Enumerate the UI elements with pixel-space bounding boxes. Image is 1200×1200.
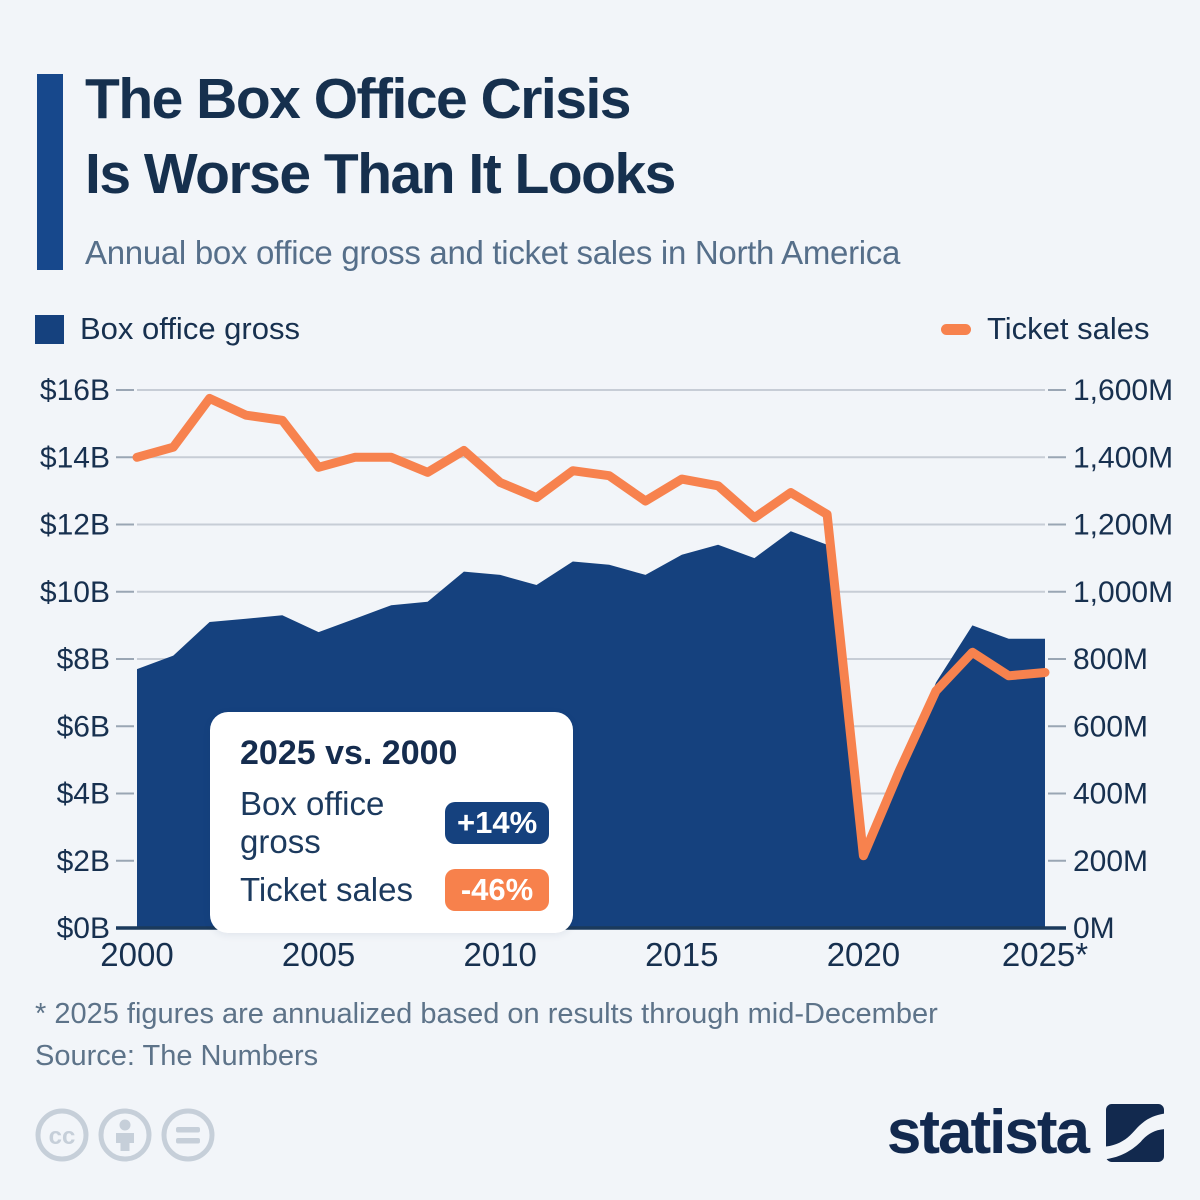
svg-text:cc: cc [49, 1123, 76, 1150]
title-accent-bar [37, 74, 63, 270]
left-axis-label: $8B [57, 643, 110, 676]
left-axis-label: $6B [57, 710, 110, 743]
right-axis-label: 800M [1073, 643, 1148, 676]
x-axis-label: 2025* [1002, 936, 1088, 973]
left-axis-label: $12B [40, 509, 110, 542]
statista-wordmark: statista [886, 1098, 1090, 1167]
x-axis-label: 2000 [100, 936, 173, 973]
axis-labels: $16B 1,600M $14B 1,400M $12B 1,200M $10B 1,000M… [40, 374, 1173, 973]
left-axis-label: $0B [57, 912, 110, 945]
left-axis-label: $2B [57, 845, 110, 878]
x-axis-label: 2020 [827, 936, 900, 973]
tickets-line-series [132, 393, 1050, 861]
page-title-line1: The Box Office Crisis [85, 67, 631, 131]
equals-icon [161, 1108, 215, 1162]
tickets-dash-icon [941, 323, 971, 335]
cc-license-icons: cc [35, 1108, 215, 1162]
right-axis-label: 1,600M [1073, 374, 1173, 407]
page-title-line2: Is Worse Than It Looks [85, 142, 676, 207]
legend-gross-label: Box office gross [80, 311, 300, 346]
comparison-card-title: 2025 vs. 2000 [240, 734, 458, 772]
statista-branding: statista [887, 1102, 1164, 1164]
right-axis-label: 1,000M [1073, 576, 1173, 609]
x-axis-label: 2015 [645, 936, 718, 973]
person-icon [98, 1108, 152, 1162]
cc-icon: cc [35, 1108, 89, 1162]
tickets-change-badge: -46% [445, 869, 549, 911]
legend-ticket-sales: Ticket sales [941, 311, 1150, 347]
comparison-tickets-label: Ticket sales [240, 871, 413, 908]
right-axis-label: 400M [1073, 778, 1148, 811]
comparison-gross-label: Box office gross [240, 785, 385, 860]
legend-tickets-label: Ticket sales [987, 311, 1150, 346]
comparison-row-gross: Box office gross +14% [240, 785, 549, 861]
page-title: The Box Office Crisis Is Worse Than It L… [85, 62, 676, 212]
right-axis-label: 0M [1073, 912, 1115, 945]
statista-logo-icon [1106, 1104, 1164, 1162]
left-axis-label: $10B [40, 576, 110, 609]
comparison-card: 2025 vs. 2000 Box office gross +14% Tick… [210, 712, 573, 933]
left-axis-label: $14B [40, 441, 110, 474]
x-axis-label: 2005 [282, 936, 355, 973]
right-axis-label: 1,200M [1073, 509, 1173, 542]
right-axis-label: 600M [1073, 710, 1148, 743]
left-axis-label: $4B [57, 778, 110, 811]
right-axis-label: 1,400M [1073, 441, 1173, 474]
gross-swatch-icon [35, 314, 64, 344]
footnote: * 2025 figures are annualized based on r… [35, 998, 938, 1030]
right-axis-label: 200M [1073, 845, 1148, 878]
page-subtitle: Annual box office gross and ticket sales… [85, 234, 901, 271]
comparison-row-tickets: Ticket sales -46% [240, 869, 549, 911]
legend-box-office-gross: Box office gross [35, 311, 300, 347]
x-axis-label: 2010 [463, 936, 536, 973]
source-credit: Source: The Numbers [35, 1040, 319, 1072]
gross-change-badge: +14% [445, 802, 549, 844]
left-axis-label: $16B [40, 374, 110, 407]
